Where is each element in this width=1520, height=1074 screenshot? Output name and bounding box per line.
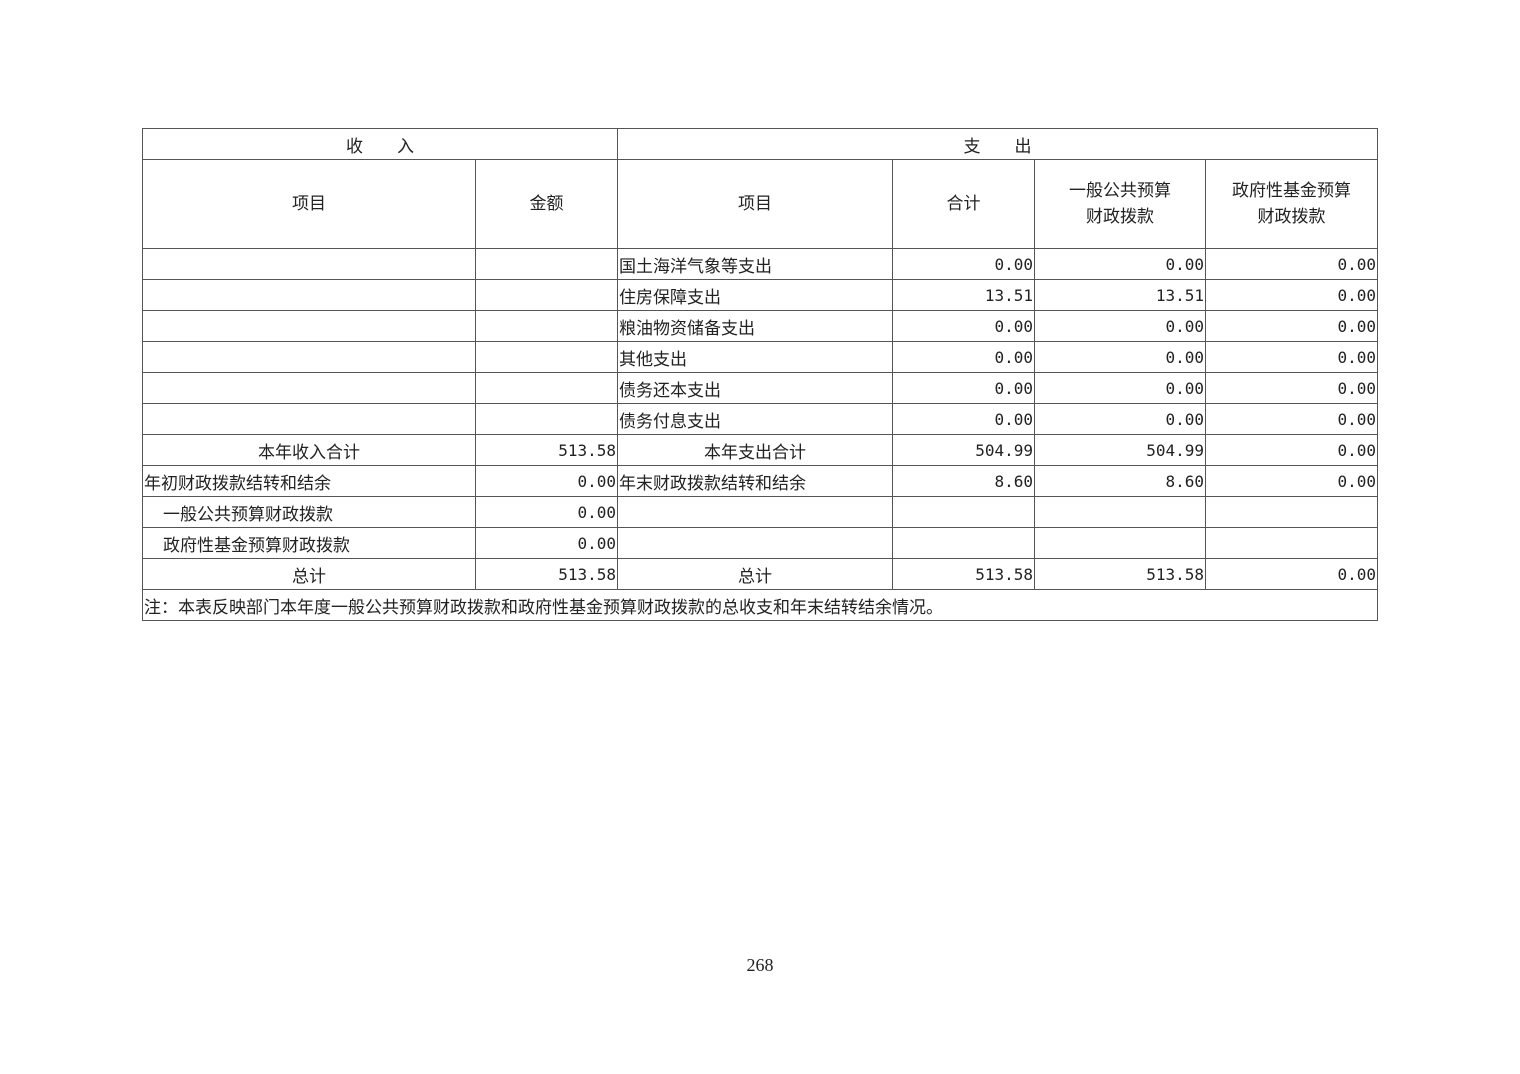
- income-item: 政府性基金预算财政拨款: [142, 527, 476, 559]
- expense-total: 8.60: [892, 465, 1035, 497]
- expense-total: 0.00: [892, 341, 1035, 373]
- income-amount: [475, 341, 618, 373]
- income-amount-header: 金额: [475, 159, 618, 249]
- fund-budget-amount: 0.00: [1205, 434, 1378, 466]
- general-budget-amount: 13.51: [1034, 279, 1206, 311]
- expense-item: 其他支出: [617, 341, 893, 373]
- expense-item: 粮油物资储备支出: [617, 310, 893, 342]
- table-row: 总计 513.58 总计 513.58 513.58 0.00: [142, 558, 1378, 590]
- expense-total: 0.00: [892, 403, 1035, 435]
- general-budget-amount: 0.00: [1034, 372, 1206, 404]
- general-budget-amount: 0.00: [1034, 248, 1206, 280]
- fund-budget-amount: 0.00: [1205, 341, 1378, 373]
- income-item: 年初财政拨款结转和结余: [142, 465, 476, 497]
- expense-total: 0.00: [892, 372, 1035, 404]
- table-row: 年初财政拨款结转和结余 0.00 年末财政拨款结转和结余 8.60 8.60 0.00: [142, 465, 1378, 497]
- income-item: 总计: [142, 558, 476, 590]
- fund-budget-amount: 0.00: [1205, 279, 1378, 311]
- income-item: [142, 372, 476, 404]
- table-row: 一般公共预算财政拨款 0.00: [142, 496, 1378, 528]
- fund-budget-amount: 0.00: [1205, 558, 1378, 590]
- expense-total: 13.51: [892, 279, 1035, 311]
- expense-item: 债务还本支出: [617, 372, 893, 404]
- section-header-row: 收 入 支 出: [142, 128, 1378, 160]
- income-amount: 513.58: [475, 558, 618, 590]
- table-row: 债务付息支出 0.00 0.00 0.00: [142, 403, 1378, 435]
- table-row: 政府性基金预算财政拨款 0.00: [142, 527, 1378, 559]
- budget-table: 收 入 支 出 项目 金额 项目 合计 一般公共预算 财政拨款 政府性基金预算 财政拨款 …: [142, 128, 1378, 621]
- expense-item: 本年支出合计: [617, 434, 893, 466]
- fund-budget-amount: 0.00: [1205, 310, 1378, 342]
- income-amount: [475, 279, 618, 311]
- income-item: [142, 279, 476, 311]
- fund-budget-amount: 0.00: [1205, 372, 1378, 404]
- expense-item: 国土海洋气象等支出: [617, 248, 893, 280]
- income-section-header: 收 入: [142, 128, 618, 160]
- general-budget-amount: 0.00: [1034, 310, 1206, 342]
- fund-budget-amount: 0.00: [1205, 403, 1378, 435]
- expense-section-header: 支 出: [617, 128, 1378, 160]
- expense-item: 年末财政拨款结转和结余: [617, 465, 893, 497]
- fund-budget-amount: 0.00: [1205, 465, 1378, 497]
- income-amount: 0.00: [475, 496, 618, 528]
- expense-item: 债务付息支出: [617, 403, 893, 435]
- column-header-row: 项目 金额 项目 合计 一般公共预算 财政拨款 政府性基金预算 财政拨款: [142, 159, 1378, 249]
- expense-total: [892, 496, 1035, 528]
- income-item: [142, 341, 476, 373]
- expense-item: [617, 527, 893, 559]
- expense-item: [617, 496, 893, 528]
- general-budget-header: 一般公共预算 财政拨款: [1034, 159, 1206, 249]
- table-row: 债务还本支出 0.00 0.00 0.00: [142, 372, 1378, 404]
- fund-budget-amount: 0.00: [1205, 248, 1378, 280]
- note-row: 注：本表反映部门本年度一般公共预算财政拨款和政府性基金预算财政拨款的总收支和年末…: [142, 589, 1378, 621]
- income-item: [142, 310, 476, 342]
- table-row: 本年收入合计 513.58 本年支出合计 504.99 504.99 0.00: [142, 434, 1378, 466]
- income-item: [142, 248, 476, 280]
- expense-total-header: 合计: [892, 159, 1035, 249]
- general-budget-amount: 0.00: [1034, 341, 1206, 373]
- expense-total: [892, 527, 1035, 559]
- expense-item: 总计: [617, 558, 893, 590]
- income-item-header: 项目: [142, 159, 476, 249]
- expense-item-header: 项目: [617, 159, 893, 249]
- income-amount: 0.00: [475, 465, 618, 497]
- general-budget-amount: 513.58: [1034, 558, 1206, 590]
- income-amount: [475, 403, 618, 435]
- income-item: 本年收入合计: [142, 434, 476, 466]
- table-row: 国土海洋气象等支出 0.00 0.00 0.00: [142, 248, 1378, 280]
- table-row: 粮油物资储备支出 0.00 0.00 0.00: [142, 310, 1378, 342]
- income-amount: 513.58: [475, 434, 618, 466]
- income-item: 一般公共预算财政拨款: [142, 496, 476, 528]
- expense-total: 0.00: [892, 248, 1035, 280]
- page-number: 268: [746, 955, 774, 975]
- expense-item: 住房保障支出: [617, 279, 893, 311]
- fund-budget-amount: [1205, 496, 1378, 528]
- income-item: [142, 403, 476, 435]
- general-budget-amount: 0.00: [1034, 403, 1206, 435]
- expense-total: 504.99: [892, 434, 1035, 466]
- income-amount: [475, 372, 618, 404]
- general-budget-amount: [1034, 496, 1206, 528]
- income-amount: [475, 310, 618, 342]
- income-amount: [475, 248, 618, 280]
- table-row: 其他支出 0.00 0.00 0.00: [142, 341, 1378, 373]
- general-budget-amount: 8.60: [1034, 465, 1206, 497]
- table-row: 住房保障支出 13.51 13.51 0.00: [142, 279, 1378, 311]
- expense-total: 0.00: [892, 310, 1035, 342]
- fund-budget-header: 政府性基金预算 财政拨款: [1205, 159, 1378, 249]
- table-note: 注：本表反映部门本年度一般公共预算财政拨款和政府性基金预算财政拨款的总收支和年末…: [142, 589, 1378, 621]
- general-budget-amount: [1034, 527, 1206, 559]
- expense-total: 513.58: [892, 558, 1035, 590]
- general-budget-amount: 504.99: [1034, 434, 1206, 466]
- fund-budget-amount: [1205, 527, 1378, 559]
- income-amount: 0.00: [475, 527, 618, 559]
